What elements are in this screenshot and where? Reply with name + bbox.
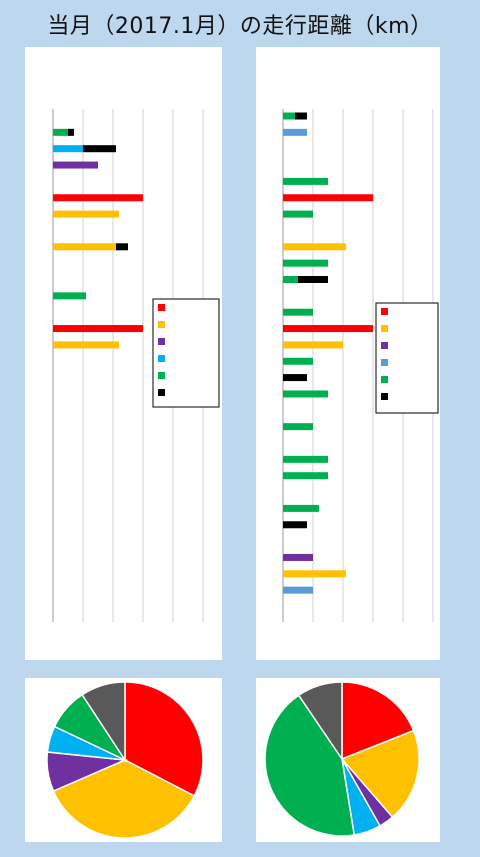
bar-segment xyxy=(53,341,119,349)
bar-segment xyxy=(53,243,116,251)
bar-segment xyxy=(53,145,83,153)
actual-bar-chart-panel xyxy=(25,47,222,660)
bar-segment xyxy=(283,504,319,512)
bar-segment xyxy=(68,128,74,136)
actual-pie-chart-panel xyxy=(25,678,222,842)
pie-slice xyxy=(340,729,420,819)
legend-swatch xyxy=(381,359,388,366)
bar-segment xyxy=(53,325,143,333)
legend-swatch xyxy=(381,308,388,315)
legend-swatch xyxy=(158,372,165,379)
bar-segment xyxy=(283,308,313,316)
bar-segment xyxy=(283,276,298,283)
bar-segment xyxy=(283,259,328,267)
bar-segment xyxy=(283,325,373,333)
bar-segment xyxy=(283,423,313,431)
bar-segment xyxy=(283,194,373,202)
plan-bar-chart xyxy=(282,109,439,622)
bar-segment xyxy=(116,243,128,251)
bar-segment xyxy=(283,210,313,218)
page-title: 当月（2017.1月）の走行距離（km） xyxy=(47,14,433,39)
legend-swatch xyxy=(158,389,165,396)
pie-slice xyxy=(81,681,126,763)
pie-slice xyxy=(341,681,415,761)
plan-pie-chart xyxy=(264,681,420,837)
bar-segment xyxy=(298,276,328,283)
bar-segment xyxy=(283,521,307,529)
bar-segment xyxy=(283,553,313,561)
bar-segment xyxy=(53,194,143,202)
bar-segment xyxy=(283,586,313,594)
bar-segment xyxy=(53,161,98,169)
bar-segment xyxy=(53,292,86,300)
bar-segment xyxy=(283,243,346,251)
actual-bar-chart xyxy=(52,109,220,622)
bar-segment xyxy=(283,455,328,463)
bar-segment xyxy=(283,472,328,480)
legend-swatch xyxy=(158,321,165,328)
legend-swatch xyxy=(158,355,165,362)
plan-bar-chart-panel xyxy=(256,47,440,660)
bar-segment xyxy=(283,341,343,349)
bar-segment xyxy=(283,390,328,398)
actual-pie-chart xyxy=(46,681,204,839)
pie-slice xyxy=(52,759,196,839)
bar-segment xyxy=(83,145,116,153)
pie-slice xyxy=(124,681,204,797)
bar-segment xyxy=(283,570,346,578)
legend-swatch xyxy=(158,338,165,345)
bar-segment xyxy=(53,210,119,218)
bar-segment xyxy=(283,112,295,120)
bar-segment xyxy=(283,177,328,185)
legend-swatch xyxy=(381,325,388,332)
legend-swatch xyxy=(381,393,388,400)
legend-swatch xyxy=(381,342,388,349)
bar-segment xyxy=(53,128,68,136)
pie-slice xyxy=(264,694,356,837)
plan-pie-chart-panel xyxy=(256,678,440,842)
pie-slice xyxy=(297,681,343,762)
bar-segment xyxy=(283,374,307,382)
legend-swatch xyxy=(381,376,388,383)
bar-segment xyxy=(295,112,307,120)
bar-segment xyxy=(283,357,313,365)
bar-segment xyxy=(283,128,307,136)
legend-swatch xyxy=(158,304,165,311)
